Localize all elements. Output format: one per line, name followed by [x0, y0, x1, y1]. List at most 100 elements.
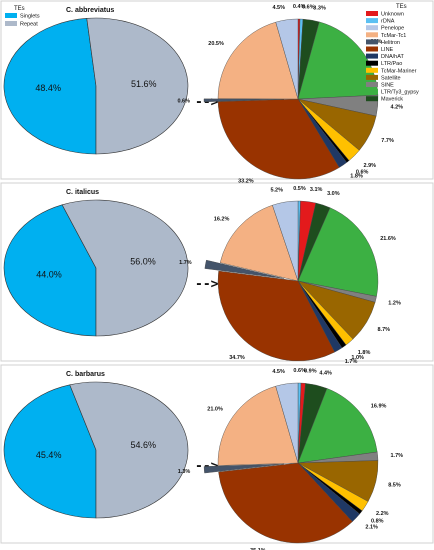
- pie-value-label: 48.4%: [35, 83, 61, 93]
- legend-swatch: [366, 67, 378, 73]
- legend-label: Maverick: [381, 97, 403, 103]
- legend-swatch: [366, 89, 378, 95]
- pie-value-label: 45.4%: [36, 450, 62, 460]
- te-value-label: 1.2%: [388, 300, 401, 306]
- legend-title: TEs: [396, 4, 407, 10]
- te-slice-helitron: [203, 463, 285, 474]
- pie-slice-repeat: [69, 381, 189, 519]
- pie-value-label: 54.6%: [131, 440, 157, 450]
- legend-label: rDNA: [381, 19, 395, 25]
- panel-border: [0, 0, 434, 180]
- te-value-label: 3.3%: [313, 6, 326, 12]
- panel-3: C. barbarus45.4%54.6%-->0.6%0.9%4.4%16.9…: [0, 364, 434, 550]
- te-value-label: 2.1%: [365, 525, 378, 531]
- legend-label: Penelope: [381, 26, 404, 32]
- te-value-label: 2.2%: [376, 511, 389, 517]
- arrow-indicator: -->: [195, 277, 219, 292]
- te-value-label: 5.2%: [270, 187, 283, 193]
- legend-label: TcMar-Mariner: [381, 68, 417, 74]
- te-value-label: 8.5%: [388, 483, 401, 489]
- chart-title: C. italicus: [66, 189, 99, 196]
- te-slice-penelope: [275, 18, 299, 100]
- pie-value-label: 44.0%: [36, 270, 62, 280]
- legend-swatch: [366, 60, 378, 66]
- pie-slice-repeat: [86, 17, 189, 155]
- te-value-label: 3.1%: [310, 187, 323, 193]
- te-value-label: 1.7%: [391, 453, 404, 459]
- te-value-label: 4.5%: [272, 369, 285, 375]
- te-slice-tcmar-tc1: [217, 21, 299, 100]
- te-value-label: 20.5%: [208, 41, 224, 47]
- panel-border: [0, 364, 434, 544]
- te-value-label: 4.4%: [319, 371, 332, 377]
- te-value-label: 0.8%: [371, 518, 384, 524]
- legend-label: Repeat: [20, 22, 38, 28]
- legend-title: TEs: [14, 6, 25, 12]
- te-slice-line: [217, 270, 335, 362]
- legend-label: TcMar-Tc1: [381, 33, 406, 39]
- legend-swatch: [366, 82, 378, 87]
- pie-slice-repeat: [61, 199, 189, 337]
- te-value-label: 1.3%: [178, 469, 191, 475]
- te-slice-helitron: [203, 98, 285, 103]
- te-value-label: 0.6%: [356, 170, 369, 176]
- legend-label: Helitron: [381, 40, 400, 46]
- te-value-label: 4.2%: [391, 105, 404, 111]
- te-value-label: 34.7%: [229, 355, 245, 361]
- te-value-label: 0.4%: [293, 4, 306, 10]
- legend-swatch: [366, 39, 378, 45]
- legend-label: DNA/hAT: [381, 54, 404, 60]
- te-value-label: 16.9%: [371, 403, 387, 409]
- legend-label: LTR/Pao: [381, 61, 402, 67]
- te-value-label: 16.2%: [214, 217, 230, 223]
- legend-swatch: [366, 96, 378, 102]
- te-value-label: 21.6%: [380, 236, 396, 242]
- pie-slice-singlets: [3, 384, 97, 519]
- panel-2: C. italicus 44.0% 56.0% --> 0.5% 3.1% 3.0% 21.6…: [0, 182, 434, 365]
- te-slice-ltr-ty3-gypsy: [297, 388, 378, 464]
- legend-label: LINE: [381, 47, 394, 53]
- te-slice-penelope: [272, 200, 299, 282]
- chart-title: C. abbreviatus: [66, 7, 114, 14]
- legend-swatch: [366, 74, 378, 80]
- te-slice-ltr-ty3-gypsy: [297, 207, 379, 297]
- te-value-label: 1.8%: [350, 174, 363, 180]
- te-slice-ltr-ty3-gypsy: [297, 21, 379, 100]
- panel-border: [0, 182, 434, 362]
- legend-swatch: [366, 18, 378, 24]
- legend-swatch: [5, 13, 17, 18]
- chart-title: C. barbarus: [66, 371, 105, 378]
- te-value-label: 0.9%: [304, 368, 317, 374]
- legend-swatch: [366, 11, 378, 16]
- legend-swatch: [5, 21, 17, 26]
- arrow-indicator: -->: [195, 95, 219, 110]
- te-value-label: 0.6%: [293, 368, 306, 374]
- te-value-label: 0.6%: [177, 99, 190, 105]
- te-value-label: 3.0%: [327, 191, 340, 197]
- te-value-label: 4.5%: [272, 5, 285, 11]
- legend-label: Satellite: [381, 75, 401, 81]
- legend-label: SINE: [381, 83, 394, 89]
- pie-slice-singlets: [3, 204, 97, 337]
- te-slice-penelope: [275, 382, 299, 464]
- te-value-label: 7.7%: [381, 138, 394, 144]
- legend-swatch: [366, 32, 378, 38]
- te-value-label: 2.9%: [364, 163, 377, 169]
- te-value-label: 1.8%: [358, 350, 371, 356]
- te-slice-line: [218, 462, 353, 544]
- pie-value-label: 51.6%: [131, 79, 157, 89]
- pie-value-label: 56.0%: [130, 256, 156, 266]
- legend-swatch: [366, 53, 378, 59]
- legend-singlets-repeat: TEs Singlets Repeat: [5, 6, 40, 28]
- te-slice-line: [217, 98, 340, 180]
- te-slice-helitron: [204, 259, 285, 279]
- te-slice-tcmar-tc1: [219, 204, 299, 282]
- te-value-label: 21.0%: [207, 407, 223, 413]
- legend-label: Singlets: [20, 14, 40, 20]
- panel-1: C. abbreviatus TEs Singlets Repeat 48.4% 51.6…: [0, 0, 434, 185]
- te-value-label: 33.2%: [238, 179, 254, 185]
- legend-te-types: TEsUnknownrDNAPenelopeTcMar-Tc1HelitronL…: [366, 4, 419, 103]
- legend-label: Unknown: [381, 12, 404, 18]
